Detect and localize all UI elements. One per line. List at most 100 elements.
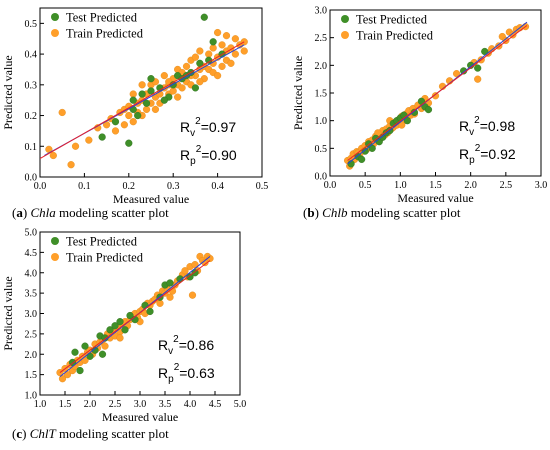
train-point [509,31,517,39]
x-axis-label-b: Measured value [397,191,473,205]
fit-line-red [59,260,211,373]
plot-frame-a [39,7,263,178]
train-point [206,254,214,263]
train-point [67,161,75,169]
train-point [218,41,226,49]
test-point [129,96,137,104]
y-axis-label-a: Predicted value [1,55,15,129]
y-axis-label-b: Predicted value [291,56,305,130]
legend-label-train: Train Predicted [66,27,144,41]
caption-a-species: Chla [30,205,56,220]
legend-label-train: Train Predicted [356,29,434,43]
test-point [111,322,119,330]
caption-c: (c) ChlT modeling scatter plot [12,426,169,441]
x-tick-label-b: 3.0 [535,180,548,191]
train-point [209,44,217,52]
test-point [358,155,366,164]
test-point [106,326,114,334]
train-point [125,111,133,120]
legend-marker-test [341,15,349,23]
test-point [71,348,79,356]
fit-line-red [40,41,245,159]
x-tick-label-c: 1.0 [34,399,47,410]
x-axis-label-a: Measured value [113,192,189,206]
caption-b-letter: b [307,205,315,220]
y-tick-label-a: 0.1 [25,142,38,153]
test-point [138,90,146,98]
test-point [116,318,124,326]
y-tick-label-b: 1.0 [315,116,328,127]
train-point [240,38,248,46]
legend-label-test: Test Predicted [66,11,138,25]
train-point [178,84,186,92]
y-tick-label-c: 5.0 [25,228,38,239]
train-point [151,105,160,114]
y-tick-label-c: 3.0 [25,309,38,320]
train-point [488,45,496,53]
train-point [166,293,174,301]
legend-marker-train [341,31,349,39]
test-point [134,111,142,120]
y-tick-label-a: 0.2 [25,111,38,122]
test-point [126,311,134,320]
train-point [474,75,482,83]
train-point [196,78,204,86]
x-tick-label-a: 0.2 [123,181,136,192]
x-axis-label-c: Measured value [102,410,178,424]
y-tick-label-c: 3.5 [25,289,38,300]
y-tick-label-c: 2.0 [25,350,38,361]
y-tick-label-c: 1.0 [25,391,38,402]
train-point [231,50,239,58]
train-point [205,50,213,58]
y-tick-label-b: 0.0 [315,172,328,183]
rp-annotation-c: Rp2=0.63 [158,362,215,385]
train-point [129,90,137,98]
legend-marker-test [51,237,59,245]
x-tick-label-b: 2.5 [500,180,513,191]
x-tick-label-a: 0.4 [211,181,224,192]
test-point [147,75,155,83]
test-point [403,117,411,125]
test-point [142,99,151,107]
test-point [131,316,139,324]
x-tick-label-b: 0.0 [324,180,337,191]
rv-annotation-a: Rv2=0.97 [180,116,236,139]
x-tick-label-c: 3.0 [134,399,147,410]
train-point [142,105,151,114]
test-point [186,273,194,281]
train-point [196,47,204,55]
train-point [218,62,226,70]
test-point [147,87,155,95]
legend-label-test: Test Predicted [66,235,138,249]
legend-label-train: Train Predicted [66,251,144,265]
test-point [209,38,217,46]
train-point [129,118,137,126]
y-tick-label-c: 2.5 [25,329,38,340]
y-tick-label-b: 1.5 [315,89,328,100]
test-point [166,279,174,287]
y-tick-label-a: 0.4 [25,50,38,61]
x-tick-label-b: 2.0 [464,180,477,191]
test-point [176,275,184,283]
x-tick-label-b: 1.5 [429,180,442,191]
legend-marker-test [51,13,59,21]
train-point [222,32,231,40]
train-point [71,142,80,150]
rp-annotation-a: Rp2=0.90 [180,144,237,167]
train-point [453,70,461,78]
panel-c: 1.0 1.5 2.0 2.5 3.0 3.5 4.0 4.5 5.0 1.0 1.5 2.0 2.5 3… [1,228,246,425]
y-tick-label-a: 0.0 [25,173,38,184]
legend-label-test: Test Predicted [356,13,428,27]
train-point [214,71,222,80]
caption-c-species: ChlT [29,426,56,441]
data-layer-a [40,13,248,169]
test-point [474,64,482,72]
test-point [125,139,133,147]
train-point [116,334,124,342]
test-point [200,13,208,21]
test-point [191,84,200,92]
x-tick-label-a: 0.1 [78,181,91,192]
x-tick-label-c: 3.5 [159,399,172,410]
x-tick-label-a: 0.5 [256,181,269,192]
